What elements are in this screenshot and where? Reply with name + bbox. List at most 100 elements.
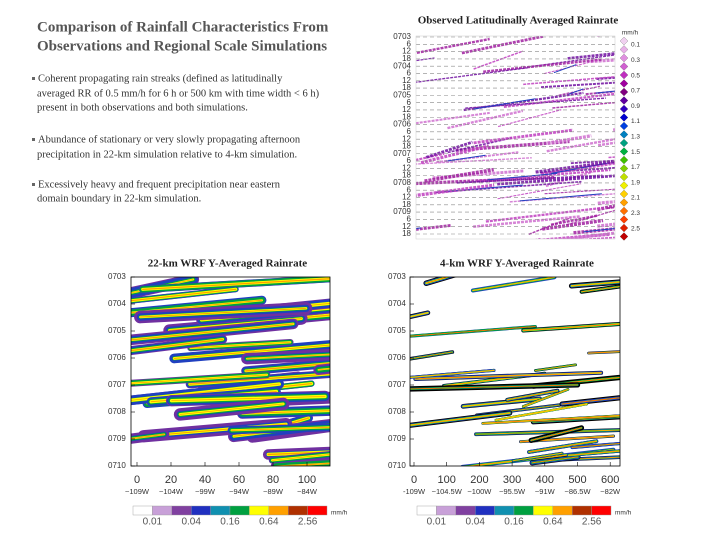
colorbar-box <box>268 505 289 516</box>
rain-streak <box>457 174 603 184</box>
y-tick-label: 0707 <box>393 149 411 158</box>
rain-streak <box>540 81 615 89</box>
legend-swatch <box>619 181 629 190</box>
rain-streak <box>566 209 615 226</box>
x-tick-label: 100 <box>438 474 456 486</box>
legend-swatch <box>619 87 629 97</box>
x-sublabel: ~82W <box>600 487 621 496</box>
legend-swatch <box>619 36 629 46</box>
y-tick-label: 6 <box>407 98 412 107</box>
rain-streak <box>581 286 620 292</box>
y-tick-label: 18 <box>402 171 411 180</box>
rain-streak <box>241 410 330 415</box>
legend-swatch <box>619 121 629 131</box>
colorbar-box <box>513 505 534 516</box>
colorbar-label: 0.16 <box>220 517 240 528</box>
colorbar-box <box>171 505 192 516</box>
colorbar-box <box>288 505 308 516</box>
x-tick-label: 80 <box>267 474 279 486</box>
y-tick-label: 0709 <box>108 434 126 443</box>
rain-streak <box>455 139 570 152</box>
hovmoller-image <box>416 36 720 249</box>
rain-streak <box>271 454 330 461</box>
legend-label: 2.5 <box>631 225 640 232</box>
colorbar-label: 0.64 <box>259 517 279 528</box>
rain-streak <box>415 372 602 380</box>
legend-swatch <box>619 45 629 54</box>
rain-streak <box>568 450 620 456</box>
colorbar-box <box>210 505 231 516</box>
y-tick-label: 6 <box>407 39 412 48</box>
panel-frame <box>409 276 621 467</box>
rain-streak <box>583 234 720 249</box>
rain-core <box>553 64 577 74</box>
bullet-text: domain boundary in 22-km simulation. <box>37 193 201 204</box>
legend-label: 1.1 <box>631 118 640 125</box>
x-tick-label: 100 <box>298 474 316 486</box>
colorbar-box <box>533 505 554 516</box>
rain-streak <box>497 183 582 200</box>
rain-streak <box>131 433 165 440</box>
slide-title: Comparison of Rainfall Characteristics F… <box>37 19 329 35</box>
rain-streak <box>416 157 532 165</box>
colorbar-box <box>436 505 456 516</box>
x-tick-label: 500 <box>568 474 586 486</box>
x-sublabel: ~104.5W <box>432 487 463 496</box>
x-sublabel: ~91W <box>535 487 556 496</box>
y-tick-label: 0706 <box>108 353 126 362</box>
rain-streak <box>544 188 615 195</box>
bullet-marker <box>32 138 35 141</box>
rain-streak <box>131 288 237 302</box>
rain-streak <box>189 373 330 385</box>
y-tick-label: 0704 <box>393 61 411 70</box>
hovmoller-image <box>410 277 620 466</box>
bullet-text: present in both observations and both si… <box>37 102 248 113</box>
y-tick-label: 0703 <box>108 272 126 281</box>
colorbar-label: 0.04 <box>465 517 485 528</box>
legend-label: 0.3 <box>631 57 640 64</box>
rain-streak <box>495 403 588 421</box>
x-sublabel: -109W <box>403 487 426 496</box>
rain-streak <box>528 216 572 235</box>
x-tick-label: 600 <box>601 474 619 486</box>
y-tick-label: 0704 <box>388 299 406 308</box>
rain-streak <box>570 159 615 165</box>
legend-label: 0.7 <box>631 88 640 95</box>
legend-label: 1.7 <box>631 164 640 171</box>
colorbar-box <box>249 505 269 516</box>
rain-streak <box>552 101 615 109</box>
y-tick-label: 6 <box>407 69 412 78</box>
rain-streak <box>612 128 615 132</box>
rain-streak <box>416 37 490 54</box>
colorbar-box <box>455 505 476 516</box>
y-tick-label: 0705 <box>393 90 411 99</box>
rain-streak <box>535 160 615 174</box>
rain-streak <box>139 307 307 318</box>
colorbar-label: 2.56 <box>298 517 318 528</box>
rain-streak <box>410 370 495 378</box>
y-tick-label: 18 <box>402 200 411 209</box>
legend-swatch <box>619 223 629 233</box>
colorbar-label: 0.04 <box>181 517 201 528</box>
colorbar-box <box>572 505 592 516</box>
rain-streak <box>497 174 615 186</box>
rain-streak <box>540 166 615 174</box>
colorbar-box <box>229 505 250 516</box>
panel-frame <box>130 276 331 467</box>
colorbar-label: 0.16 <box>504 517 524 528</box>
rain-streak <box>567 52 615 60</box>
legend-swatch <box>619 70 629 80</box>
rain-streak <box>597 200 615 205</box>
legend-swatch <box>619 130 629 139</box>
rain-streak <box>571 281 620 287</box>
rain-streak <box>179 403 284 415</box>
x-sublabel: ~86.5W <box>564 487 591 496</box>
panel-title: 22-km WRF Y-Averaged Rainrate <box>148 258 307 270</box>
rain-streak <box>173 344 330 359</box>
rain-streak <box>528 440 597 453</box>
rain-streak <box>171 396 326 401</box>
panel-frame <box>415 35 616 240</box>
legend-swatch <box>619 232 629 241</box>
bullet-text: precipitation in 22-km simulation relati… <box>37 149 297 160</box>
hovmoller-image <box>131 277 330 466</box>
